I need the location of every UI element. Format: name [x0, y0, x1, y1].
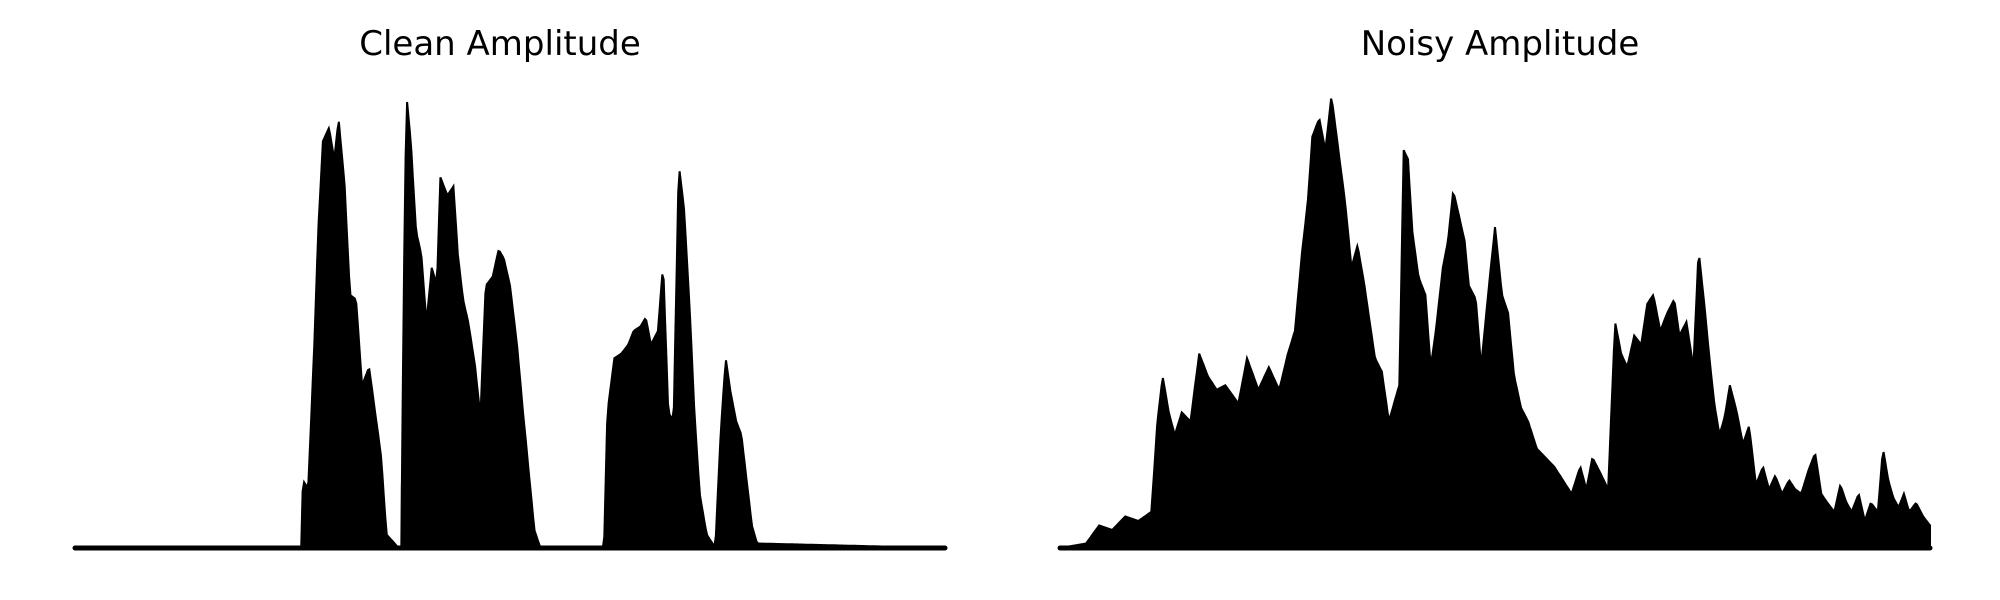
clean-amplitude-panel: Clean Amplitude: [72, 24, 948, 551]
noisy-amplitude-waveform: [1060, 134, 1931, 548]
noisy-amplitude-panel: Noisy Amplitude: [1000, 0, 2000, 600]
clean-amplitude-title: Clean Amplitude: [359, 24, 641, 64]
noisy-amplitude-plot: [1057, 98, 1933, 551]
noisy-amplitude-title: Noisy Amplitude: [1360, 24, 1640, 64]
clean-amplitude-plot: [72, 101, 948, 551]
